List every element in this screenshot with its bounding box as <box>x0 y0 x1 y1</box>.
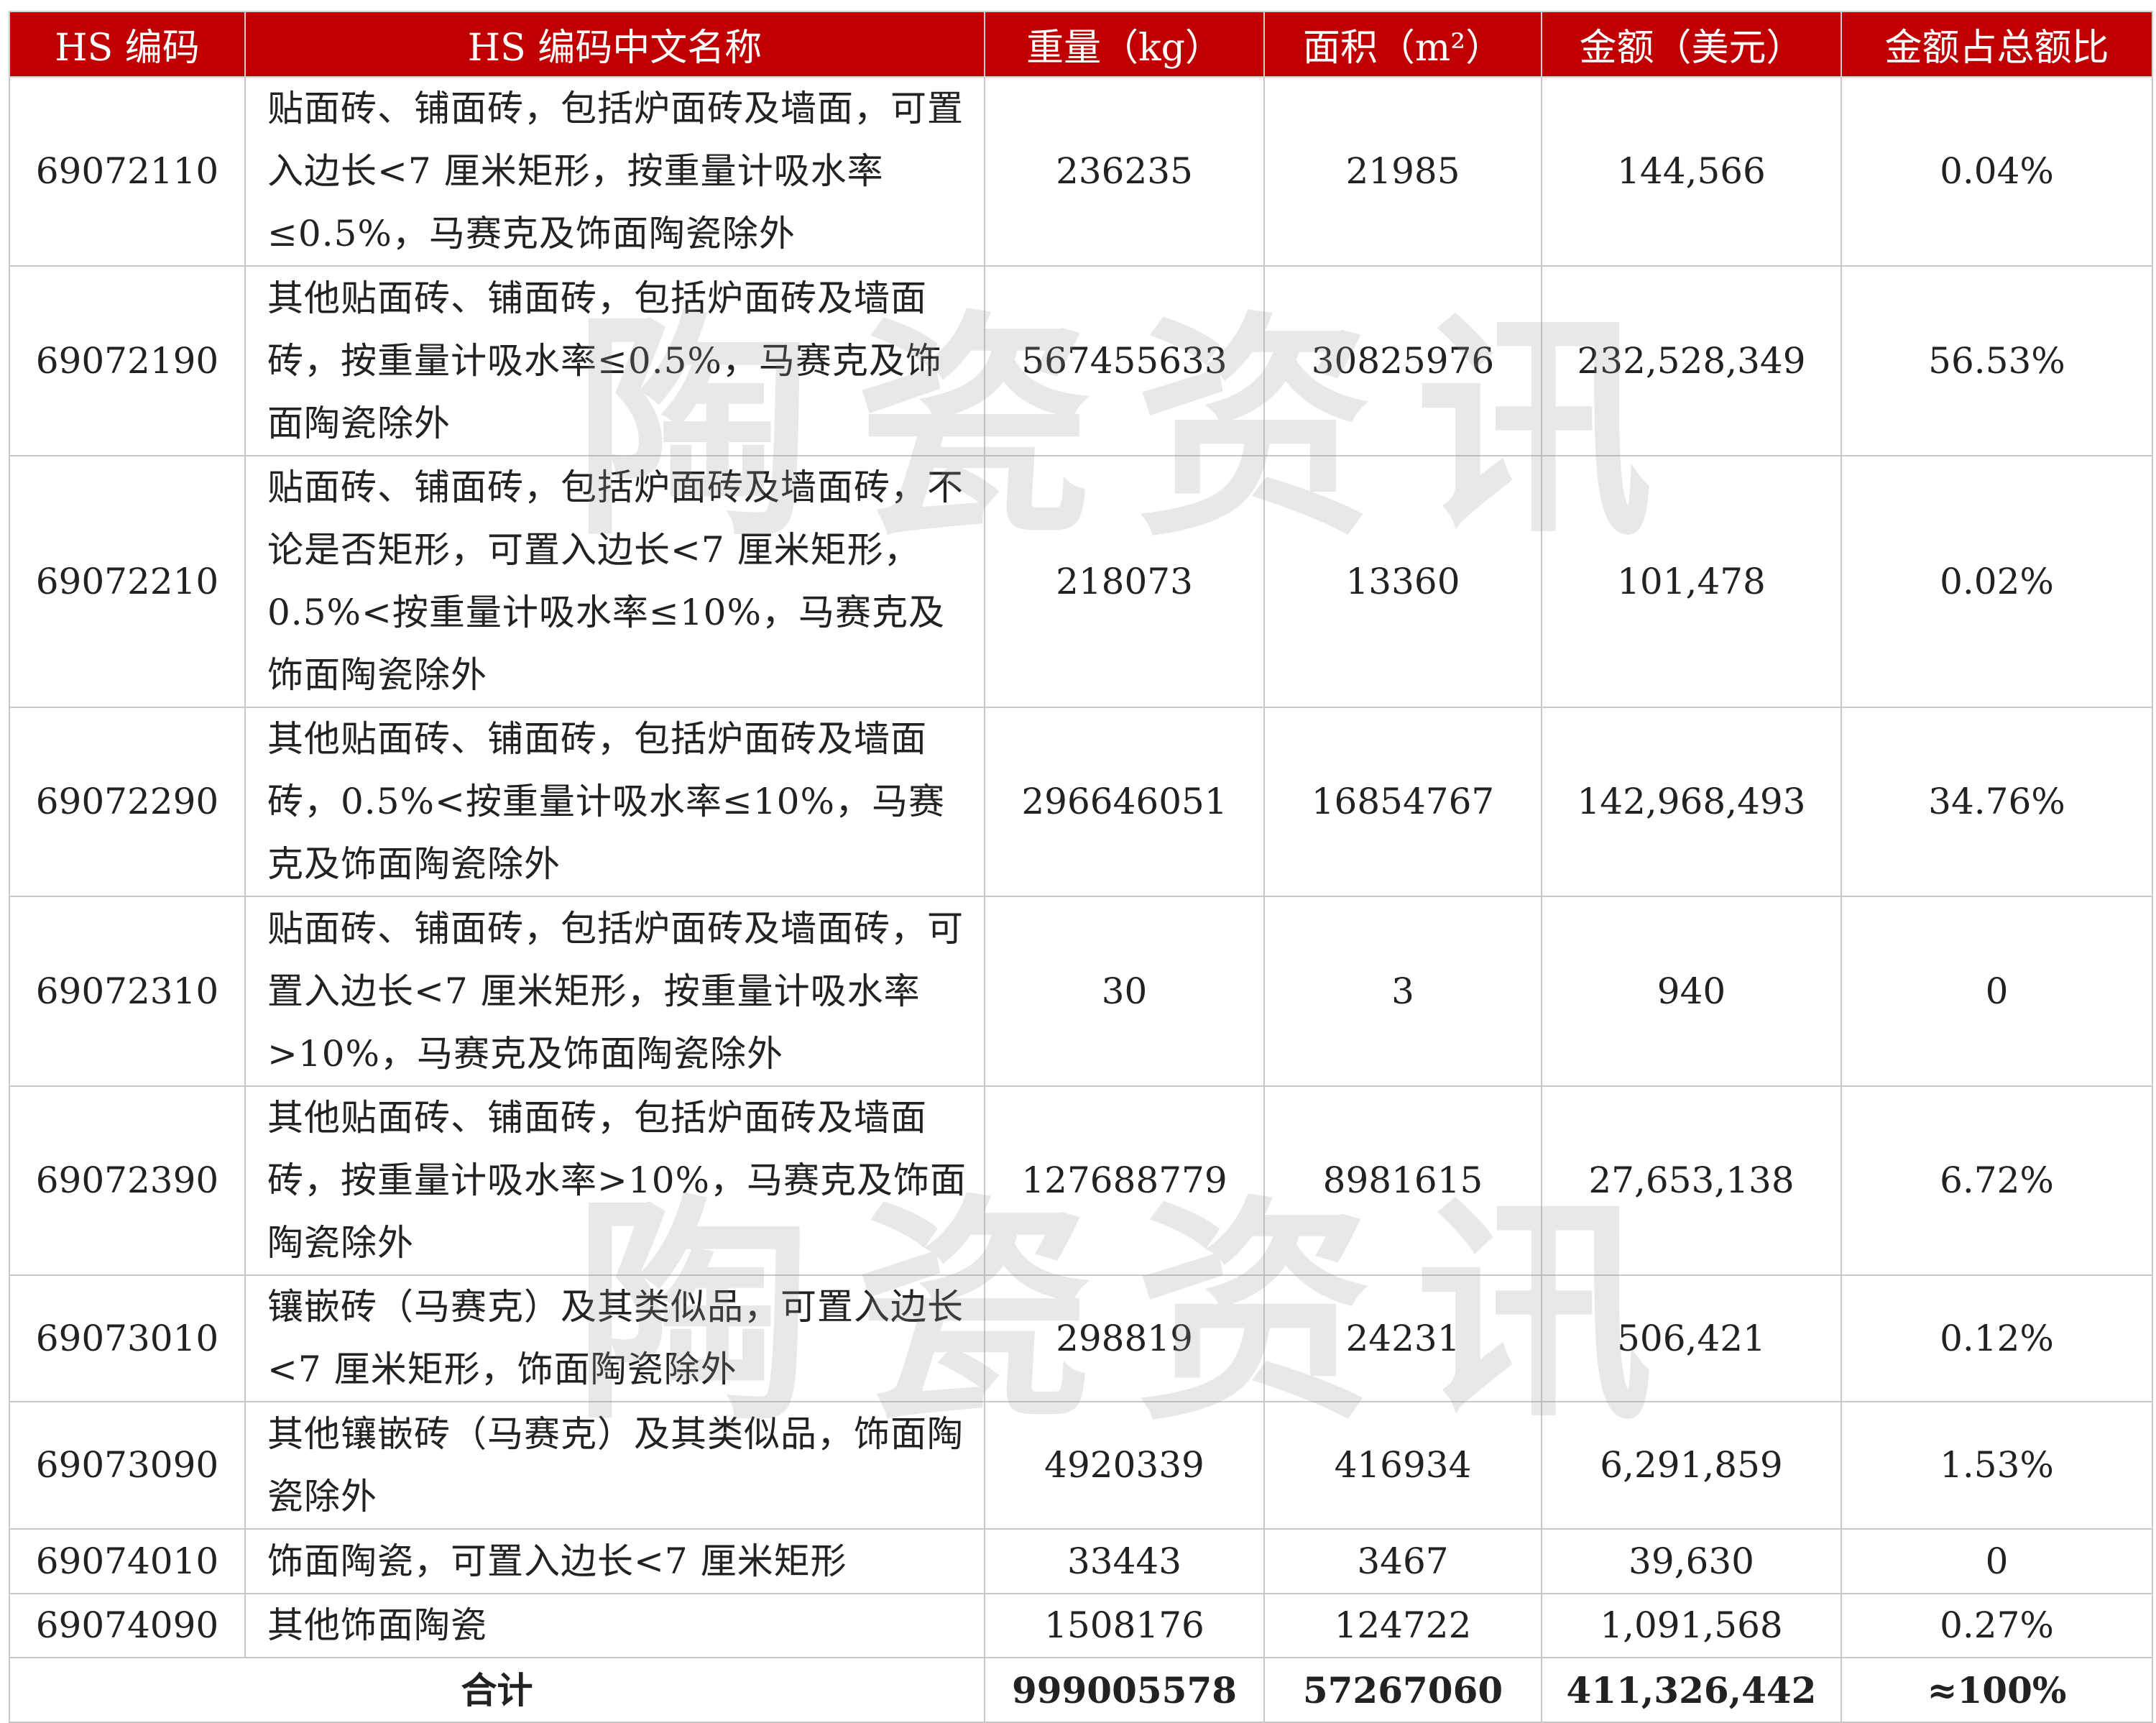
cell-weight: 218073 <box>984 455 1265 708</box>
cell-hs-code: 69072310 <box>9 896 246 1087</box>
cell-hs-name: 其他贴面砖、铺面砖，包括炉面砖及墙面砖，按重量计吸水率>10%，马赛克及饰面陶瓷… <box>244 1085 985 1276</box>
table-row: 69072290 其他贴面砖、铺面砖，包括炉面砖及墙面砖，0.5%<按重量计吸水率… <box>9 707 2153 897</box>
total-row: 合计 999005578 57267060 411,326,442 ≈100% <box>9 1657 2153 1723</box>
cell-hs-name: 其他贴面砖、铺面砖，包括炉面砖及墙面砖，按重量计吸水率≤0.5%，马赛克及饰面陶… <box>244 265 985 456</box>
cell-area: 13360 <box>1263 455 1542 708</box>
cell-weight: 236235 <box>984 76 1265 267</box>
table-row: 69072210 贴面砖、铺面砖，包括炉面砖及墙面砖，不论是否矩形，可置入边长<7… <box>9 455 2153 708</box>
table-row: 69073010 镶嵌砖（马赛克）及其类似品，可置入边长<7 厘米矩形，饰面陶瓷除… <box>9 1274 2153 1402</box>
cell-hs-code: 69072190 <box>9 265 246 456</box>
table-body: 69072110 贴面砖、铺面砖，包括炉面砖及墙面，可置入边长<7 厘米矩形，按重… <box>9 76 2153 1658</box>
cell-share: 6.72% <box>1841 1085 2153 1276</box>
cell-share: 56.53% <box>1841 265 2153 456</box>
cell-amount: 1,091,568 <box>1541 1593 1842 1658</box>
cell-weight: 296646051 <box>984 707 1265 897</box>
cell-share: 0.02% <box>1841 455 2153 708</box>
cell-hs-name: 饰面陶瓷，可置入边长<7 厘米矩形 <box>244 1528 985 1594</box>
table-row: 69074090 其他饰面陶瓷 1508176 124722 1,091,568 0.27… <box>9 1593 2153 1658</box>
cell-share: 1.53% <box>1841 1401 2153 1530</box>
cell-area: 8981615 <box>1263 1085 1542 1276</box>
cell-amount: 506,421 <box>1541 1274 1842 1402</box>
total-weight: 999005578 <box>984 1657 1265 1723</box>
cell-hs-name: 其他饰面陶瓷 <box>244 1593 985 1658</box>
cell-weight: 298819 <box>984 1274 1265 1402</box>
header-area: 面积（m²） <box>1263 11 1542 78</box>
cell-area: 124722 <box>1263 1593 1542 1658</box>
hs-code-table: HS 编码 HS 编码中文名称 重量（kg） 面积（m²） 金额（美元） 金额占… <box>9 11 2153 1723</box>
cell-amount: 39,630 <box>1541 1528 1842 1594</box>
cell-amount: 27,653,138 <box>1541 1085 1842 1276</box>
cell-hs-name: 其他镶嵌砖（马赛克）及其类似品，饰面陶瓷除外 <box>244 1401 985 1530</box>
cell-area: 21985 <box>1263 76 1542 267</box>
cell-share: 0.04% <box>1841 76 2153 267</box>
cell-area: 24231 <box>1263 1274 1542 1402</box>
cell-hs-code: 69072110 <box>9 76 246 267</box>
cell-hs-code: 69074090 <box>9 1593 246 1658</box>
cell-weight: 4920339 <box>984 1401 1265 1530</box>
header-weight: 重量（kg） <box>984 11 1265 78</box>
cell-weight: 1508176 <box>984 1593 1265 1658</box>
cell-hs-name: 其他贴面砖、铺面砖，包括炉面砖及墙面砖，0.5%<按重量计吸水率≤10%，马赛克… <box>244 707 985 897</box>
cell-hs-code: 69074010 <box>9 1528 246 1594</box>
cell-amount: 6,291,859 <box>1541 1401 1842 1530</box>
cell-area: 416934 <box>1263 1401 1542 1530</box>
table-row: 69072310 贴面砖、铺面砖，包括炉面砖及墙面砖，可置入边长<7 厘米矩形，按… <box>9 896 2153 1087</box>
cell-share: 0 <box>1841 1528 2153 1594</box>
cell-amount: 144,566 <box>1541 76 1842 267</box>
header-row: HS 编码 HS 编码中文名称 重量（kg） 面积（m²） 金额（美元） 金额占… <box>9 11 2153 78</box>
cell-weight: 33443 <box>984 1528 1265 1594</box>
cell-share: 34.76% <box>1841 707 2153 897</box>
cell-share: 0 <box>1841 896 2153 1087</box>
header-amount: 金额（美元） <box>1541 11 1842 78</box>
cell-hs-code: 69072390 <box>9 1085 246 1276</box>
cell-area: 3 <box>1263 896 1542 1087</box>
header-share: 金额占总额比 <box>1841 11 2153 78</box>
table-row: 69072190 其他贴面砖、铺面砖，包括炉面砖及墙面砖，按重量计吸水率≤0.5%… <box>9 265 2153 456</box>
table-row: 69073090 其他镶嵌砖（马赛克）及其类似品，饰面陶瓷除外 4920339 416… <box>9 1401 2153 1530</box>
cell-area: 30825976 <box>1263 265 1542 456</box>
cell-hs-name: 镶嵌砖（马赛克）及其类似品，可置入边长<7 厘米矩形，饰面陶瓷除外 <box>244 1274 985 1402</box>
cell-hs-name: 贴面砖、铺面砖，包括炉面砖及墙面砖，可置入边长<7 厘米矩形，按重量计吸水率>1… <box>244 896 985 1087</box>
total-share: ≈100% <box>1841 1657 2153 1723</box>
table-row: 69072110 贴面砖、铺面砖，包括炉面砖及墙面，可置入边长<7 厘米矩形，按重… <box>9 76 2153 267</box>
cell-weight: 127688779 <box>984 1085 1265 1276</box>
cell-area: 3467 <box>1263 1528 1542 1594</box>
cell-hs-code: 69073090 <box>9 1401 246 1530</box>
cell-hs-name: 贴面砖、铺面砖，包括炉面砖及墙面砖，不论是否矩形，可置入边长<7 厘米矩形，0.… <box>244 455 985 708</box>
table-row: 69072390 其他贴面砖、铺面砖，包括炉面砖及墙面砖，按重量计吸水率>10%，… <box>9 1085 2153 1276</box>
cell-hs-code: 69072290 <box>9 707 246 897</box>
table-row: 69074010 饰面陶瓷，可置入边长<7 厘米矩形 33443 3467 39,630… <box>9 1528 2153 1594</box>
total-area: 57267060 <box>1263 1657 1542 1723</box>
cell-amount: 940 <box>1541 896 1842 1087</box>
header-hs-code: HS 编码 <box>9 11 246 78</box>
cell-amount: 232,528,349 <box>1541 265 1842 456</box>
cell-share: 0.12% <box>1841 1274 2153 1402</box>
cell-weight: 567455633 <box>984 265 1265 456</box>
total-label: 合计 <box>9 1657 985 1723</box>
cell-hs-code: 69072210 <box>9 455 246 708</box>
cell-hs-name: 贴面砖、铺面砖，包括炉面砖及墙面，可置入边长<7 厘米矩形，按重量计吸水率≤0.… <box>244 76 985 267</box>
cell-share: 0.27% <box>1841 1593 2153 1658</box>
cell-area: 16854767 <box>1263 707 1542 897</box>
cell-amount: 142,968,493 <box>1541 707 1842 897</box>
header-hs-name: HS 编码中文名称 <box>244 11 985 78</box>
total-amount: 411,326,442 <box>1541 1657 1842 1723</box>
cell-weight: 30 <box>984 896 1265 1087</box>
cell-amount: 101,478 <box>1541 455 1842 708</box>
cell-hs-code: 69073010 <box>9 1274 246 1402</box>
